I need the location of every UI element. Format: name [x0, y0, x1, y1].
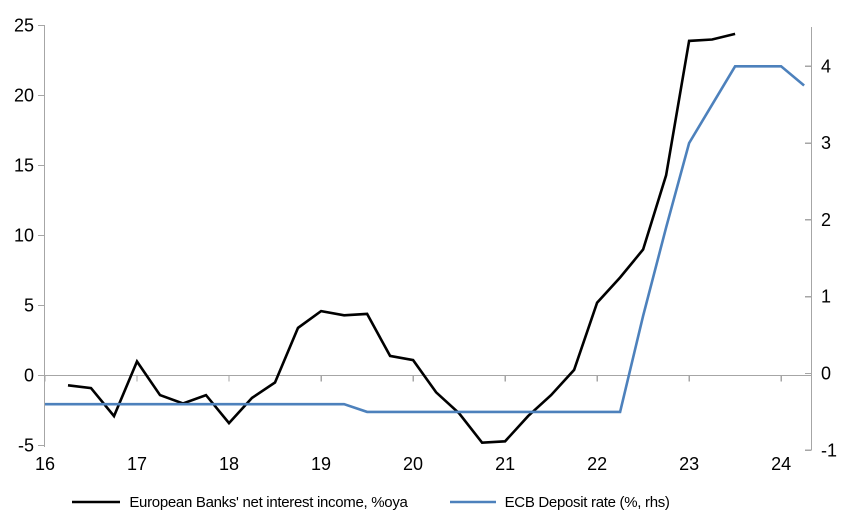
left-axis-tick-label: 0 [24, 366, 34, 386]
right-axis-tick-label: -1 [821, 440, 837, 460]
x-axis-tick-label: 19 [311, 454, 331, 474]
chart-legend: European Banks' net interest income, %oy… [40, 489, 702, 515]
axes [38, 24, 813, 451]
legend-item-ecb-deposit-rate: ECB Deposit rate (%, rhs) [449, 493, 670, 511]
legend-label-ecb-deposit-rate: ECB Deposit rate (%, rhs) [504, 493, 670, 511]
x-axis-tick-label: 18 [219, 454, 239, 474]
right-axis-tick-label: 3 [821, 133, 831, 153]
legend-item-net-interest-income: European Banks' net interest income, %oy… [72, 493, 408, 511]
left-axis-tick-label: 5 [24, 296, 34, 316]
net-interest-income-line [67, 32, 736, 445]
left-axis-tick-label: -5 [18, 436, 34, 456]
ecb-deposit-rate-line [45, 65, 805, 414]
x-axis-tick-label: 16 [35, 454, 55, 474]
x-axis-tick-label: 17 [127, 454, 147, 474]
blue-line-sample-icon [449, 500, 496, 504]
x-axis-tick-label: 24 [771, 454, 791, 474]
left-axis-tick-label: 25 [14, 16, 34, 36]
x-axis-tick-label: 23 [679, 454, 699, 474]
left-axis-tick-label: 10 [14, 226, 34, 246]
right-axis-tick-label: 4 [821, 56, 831, 76]
left-axis-tick-label: 20 [14, 86, 34, 106]
right-axis-tick-label: 0 [821, 364, 831, 384]
left-axis-tick-label: 15 [14, 156, 34, 176]
x-axis-tick-label: 20 [403, 454, 423, 474]
x-axis-tick-label: 22 [587, 454, 607, 474]
right-axis-tick-label: 1 [821, 287, 831, 307]
right-axis-tick-label: 2 [821, 210, 831, 230]
x-axis-tick-label: 21 [495, 454, 515, 474]
black-line-sample-icon [72, 500, 121, 504]
legend-label-net-interest-income: European Banks' net interest income, %oy… [129, 493, 408, 511]
